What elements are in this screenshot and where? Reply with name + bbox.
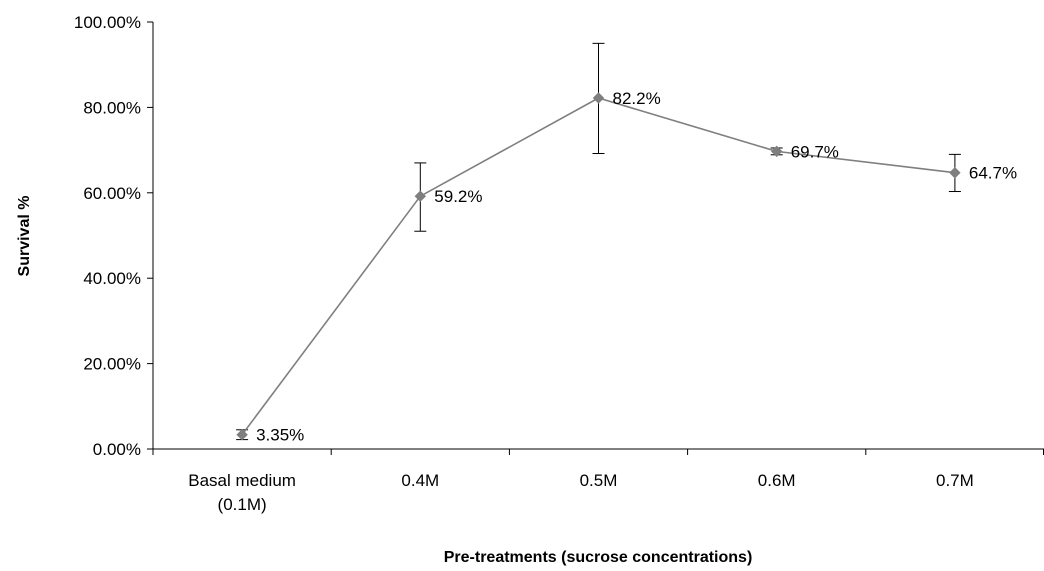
- y-tick-label: 80.00%: [83, 98, 141, 117]
- y-axis: 0.00% 20.00% 40.00% 60.00% 80.00% 100.00%: [74, 13, 154, 459]
- y-tick-label: 20.00%: [83, 355, 141, 374]
- data-point-marker: [770, 145, 783, 158]
- data-labels: 3.35% 59.2% 82.2% 69.7% 64.7%: [256, 89, 1017, 445]
- x-tick-label: 0.6M: [758, 471, 796, 490]
- x-axis-title: Pre-treatments (sucrose concentrations): [444, 549, 753, 566]
- data-label: 64.7%: [969, 164, 1017, 183]
- data-point-marker: [236, 428, 248, 441]
- data-point-marker: [414, 190, 427, 202]
- y-axis-title: Survival %: [16, 196, 33, 277]
- x-tick-label: 0.7M: [936, 471, 974, 490]
- x-axis: Basal medium (0.1M) 0.4M 0.5M 0.6M 0.7M: [152, 448, 1044, 514]
- y-tick-label: 0.00%: [93, 440, 141, 459]
- data-label: 3.35%: [256, 426, 304, 445]
- data-label: 82.2%: [613, 89, 661, 108]
- x-tick-label: 0.4M: [401, 471, 439, 490]
- data-point-marker: [949, 167, 961, 179]
- data-point-marker: [592, 92, 605, 104]
- y-tick-label: 100.00%: [74, 13, 141, 32]
- series-survival: [236, 92, 961, 441]
- data-label: 59.2%: [434, 187, 482, 206]
- data-label: 69.7%: [791, 142, 839, 161]
- y-tick-label: 60.00%: [83, 184, 141, 203]
- x-tick-label: Basal medium (0.1M): [188, 471, 296, 514]
- x-tick-label: 0.5M: [580, 471, 618, 490]
- y-tick-label: 40.00%: [83, 269, 141, 288]
